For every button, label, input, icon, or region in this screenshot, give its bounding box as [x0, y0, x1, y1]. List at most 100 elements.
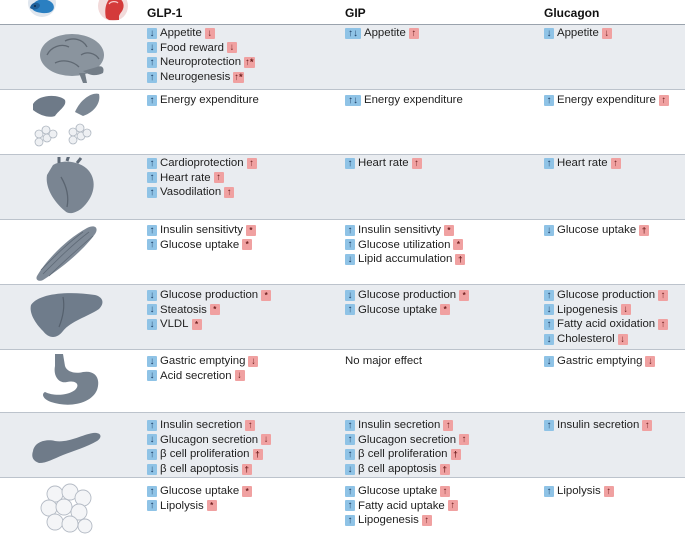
effect-line: ↓ Gastric emptying ↓: [544, 354, 656, 369]
evidence-badge: †: [241, 463, 252, 475]
direction-arrow: ↑: [345, 485, 355, 497]
evidence-badge: *: [209, 304, 220, 316]
effect-label: Lipogenesis: [557, 303, 618, 316]
direction-arrow: ↑↓: [345, 94, 361, 106]
direction-arrow: ↓: [147, 434, 157, 446]
direction-arrow: ↑: [345, 514, 355, 526]
effect-label: Steatosis: [160, 303, 207, 316]
effect-label: Food reward: [160, 41, 224, 54]
direction-arrow: ↓: [544, 27, 554, 39]
direction-arrow: ↓: [147, 355, 157, 367]
direction-arrow: ↑: [147, 172, 157, 184]
evidence-badge: †: [455, 253, 466, 265]
effect-label: β cell proliferation: [160, 448, 250, 461]
effect-line: ↓ Cholesterol ↓: [544, 332, 668, 347]
direction-arrow: ↑: [345, 419, 355, 431]
evidence-badge: ↑: [246, 157, 257, 169]
evidence-badge: ↓: [234, 370, 245, 382]
effect-line: ↑ Vasodilation ↑: [147, 185, 257, 200]
direction-arrow: ↓: [147, 318, 157, 330]
direction-arrow: ↓: [147, 463, 157, 475]
effect-label: Lipolysis: [160, 499, 204, 512]
effect-label: β cell apoptosis: [160, 462, 239, 475]
evidence-badge: ↑: [603, 485, 614, 497]
effect-line: ↑ Lipolysis ↑: [544, 484, 614, 499]
evidence-badge: ↓: [645, 355, 656, 367]
effect-line: ↑↓ Energy expenditure: [345, 93, 463, 108]
effect-label: Fatty acid oxidation: [557, 318, 656, 331]
effect-label: Energy expenditure: [160, 94, 259, 106]
effect-line: ↓ β cell apoptosis †: [147, 462, 271, 477]
glp1-effects-muscle: ↑ Insulin sensitivty * ↑ Glucose uptake *: [147, 223, 256, 252]
glucagon-effects-wat: ↑ Lipolysis ↑: [544, 484, 614, 499]
evidence-badge: ↑: [411, 157, 422, 169]
direction-arrow: ↑: [147, 448, 157, 460]
direction-arrow: ↑: [544, 419, 554, 431]
effect-label: Glucose uptake: [358, 303, 438, 316]
direction-arrow: ↑: [147, 71, 157, 83]
effect-line: ↓ Glucagon secretion ↓: [147, 433, 272, 448]
effect-line: ↓ Gastric emptying ↓: [147, 354, 259, 369]
direction-arrow: ↓: [345, 463, 355, 475]
direction-arrow: ↓: [147, 304, 157, 316]
effect-label: Appetite: [160, 27, 202, 39]
glucagon-effects-brain: ↓ Appetite ↓: [544, 26, 612, 41]
direction-arrow: ↓: [544, 224, 554, 236]
effect-line: ↓ β cell apoptosis †: [345, 462, 469, 477]
effect-label: Glucose uptake: [358, 485, 438, 497]
stomach-icon: [25, 352, 125, 410]
effect-label: VLDL: [160, 318, 189, 331]
effect-line: ↑ Neuroprotection ↑*: [147, 55, 255, 70]
direction-arrow: ↑: [345, 448, 355, 460]
gip-effects-pancreas: ↑ Insulin secretion ↑ ↑ Glucagon secretion ↑…: [345, 418, 470, 477]
muscle-icon: [25, 222, 125, 282]
heart-icon: [25, 154, 125, 217]
effect-label: Appetite: [364, 27, 406, 39]
row-stomach: ↓ Gastric emptying ↓ ↓ Acid secretion ↓ No m…: [0, 350, 685, 413]
effect-label: Energy expenditure: [364, 94, 463, 106]
effect-line: ↑ Lipolysis *: [147, 499, 252, 514]
effect-line: ↑ Glucose uptake *: [345, 303, 469, 318]
glp1-effects-pancreas: ↑ Insulin secretion ↑ ↓ Glucagon secretion ↓…: [147, 418, 272, 477]
glp1-effects-stomach: ↓ Gastric emptying ↓ ↓ Acid secretion ↓: [147, 354, 259, 383]
row-muscle: ↑ Insulin sensitivty * ↑ Glucose uptake * ↑ I…: [0, 220, 685, 285]
evidence-badge: *: [242, 485, 253, 497]
evidence-badge: ↑: [658, 318, 669, 330]
evidence-badge: *: [261, 289, 272, 301]
effect-label: Heart rate: [358, 157, 409, 169]
effect-label: Glucose production: [358, 289, 457, 301]
evidence-badge: ↑: [245, 419, 256, 431]
glp1-effects-heart: ↑ Cardioprotection ↑ ↑ Heart rate ↑ ↑ Vasodil…: [147, 156, 257, 200]
table-header: GLP-1 GIP Glucagon: [0, 0, 685, 25]
effect-label: Heart rate: [160, 171, 211, 184]
header-icons: [18, 0, 128, 24]
adipocytes-icon: [25, 480, 125, 540]
direction-arrow: ↑↓: [345, 27, 361, 39]
effect-label: Glucagon secretion: [358, 433, 457, 446]
gip-effects-liver: ↓ Glucose production * ↑ Glucose uptake *: [345, 288, 470, 318]
direction-arrow: ↑: [147, 419, 157, 431]
evidence-badge: *: [459, 289, 470, 301]
effect-line: ↑ Lipogenesis ↑: [345, 513, 458, 528]
evidence-badge: †: [439, 463, 450, 475]
effect-label: Lipid accumulation: [358, 253, 453, 266]
direction-arrow: ↑: [544, 318, 554, 330]
glp1-effects-liver: ↓ Glucose production * ↓ Steatosis * ↓ VLDL *: [147, 288, 272, 332]
effect-label: Insulin sensitivty: [358, 224, 441, 236]
evidence-badge: *: [453, 239, 464, 251]
direction-arrow: ↓: [147, 289, 157, 301]
effect-label: Lipolysis: [557, 485, 601, 497]
effect-line: ↑ Energy expenditure ↑: [544, 93, 669, 108]
direction-arrow: ↑: [544, 157, 554, 169]
effect-line: ↓ Glucose production *: [345, 288, 470, 303]
direction-arrow: ↑: [147, 56, 157, 68]
glucagon-effects-liver: ↑ Glucose production ↑ ↓ Lipogenesis ↓ ↑ Fatt…: [544, 288, 669, 347]
species-icons: [28, 0, 128, 21]
glucagon-effects-pancreas: ↑ Insulin secretion ↑: [544, 418, 653, 433]
effect-label: Glucose uptake: [160, 485, 240, 497]
evidence-badge: ↓: [261, 434, 272, 446]
row-adipose-tissue: ↑ Energy expenditure ↑↓ Energy expenditure…: [0, 90, 685, 155]
effect-label: Lipogenesis: [358, 514, 419, 527]
effect-line: ↓ Food reward ↓: [147, 41, 255, 56]
evidence-badge: *: [245, 224, 256, 236]
